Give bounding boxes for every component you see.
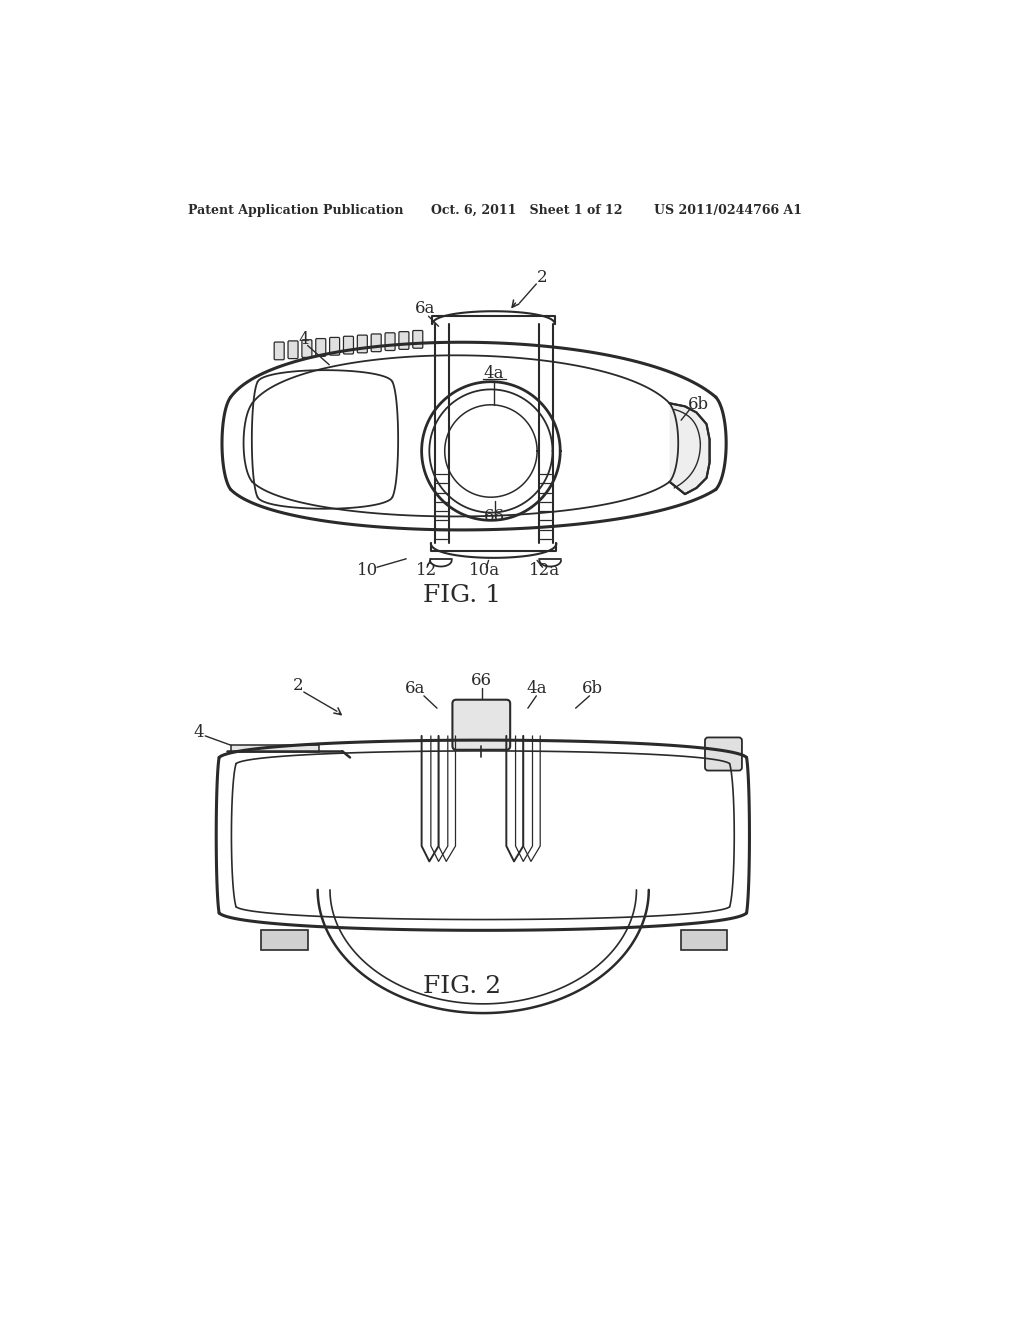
Text: 2: 2 — [538, 269, 548, 286]
FancyBboxPatch shape — [371, 334, 381, 351]
FancyBboxPatch shape — [343, 337, 353, 354]
Text: 10: 10 — [357, 562, 378, 579]
FancyBboxPatch shape — [453, 700, 510, 750]
FancyBboxPatch shape — [357, 335, 368, 352]
Text: 12a: 12a — [529, 562, 560, 579]
Polygon shape — [681, 929, 727, 950]
Polygon shape — [261, 929, 307, 950]
Text: 6b: 6b — [688, 396, 710, 413]
Text: 66: 66 — [471, 672, 493, 689]
Text: 2: 2 — [293, 677, 304, 694]
FancyBboxPatch shape — [288, 341, 298, 359]
Text: 4: 4 — [299, 331, 309, 348]
FancyBboxPatch shape — [330, 338, 340, 355]
Text: 4: 4 — [193, 723, 204, 741]
Text: 10a: 10a — [469, 562, 501, 579]
Text: 4a: 4a — [527, 680, 548, 697]
Text: Patent Application Publication: Patent Application Publication — [188, 205, 403, 218]
FancyBboxPatch shape — [705, 738, 742, 771]
Text: 4a: 4a — [483, 366, 504, 383]
FancyBboxPatch shape — [413, 330, 423, 348]
Text: FIG. 1: FIG. 1 — [423, 585, 501, 607]
Text: 6a: 6a — [416, 300, 435, 317]
FancyBboxPatch shape — [315, 339, 326, 356]
Polygon shape — [230, 744, 319, 752]
Text: 12: 12 — [417, 562, 437, 579]
Text: FIG. 2: FIG. 2 — [423, 974, 501, 998]
Text: Oct. 6, 2011   Sheet 1 of 12: Oct. 6, 2011 Sheet 1 of 12 — [431, 205, 623, 218]
Text: 6a: 6a — [406, 680, 426, 697]
Text: 6b: 6b — [582, 680, 603, 697]
Text: US 2011/0244766 A1: US 2011/0244766 A1 — [654, 205, 802, 218]
Polygon shape — [670, 404, 710, 494]
FancyBboxPatch shape — [385, 333, 395, 351]
FancyBboxPatch shape — [274, 342, 285, 360]
Text: 66: 66 — [484, 508, 505, 525]
FancyBboxPatch shape — [399, 331, 409, 350]
FancyBboxPatch shape — [302, 339, 312, 358]
